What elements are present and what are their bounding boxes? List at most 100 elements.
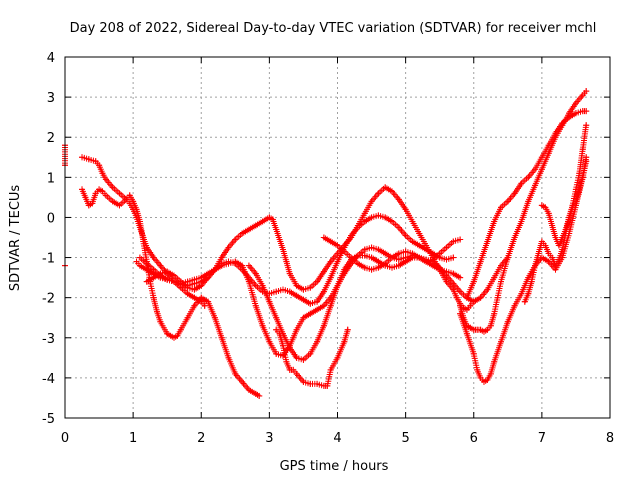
data-point bbox=[470, 298, 477, 305]
data-point bbox=[491, 310, 498, 317]
data-point bbox=[324, 382, 331, 389]
data-point bbox=[566, 114, 573, 121]
data-point bbox=[521, 298, 528, 305]
data-point bbox=[191, 302, 198, 309]
data-point bbox=[443, 244, 450, 251]
data-point bbox=[334, 282, 341, 289]
data-point bbox=[293, 292, 300, 299]
data-point bbox=[286, 344, 293, 351]
data-point bbox=[375, 258, 382, 265]
data-point bbox=[116, 202, 123, 209]
data-point bbox=[136, 254, 143, 261]
series-plus-markers bbox=[521, 122, 590, 305]
data-point bbox=[361, 246, 368, 253]
data-point bbox=[552, 234, 559, 241]
data-point bbox=[549, 222, 556, 229]
series-6-markers bbox=[136, 244, 464, 359]
data-point bbox=[484, 238, 491, 245]
data-point bbox=[416, 254, 423, 261]
data-point bbox=[477, 258, 484, 265]
data-point bbox=[293, 370, 300, 377]
data-point bbox=[273, 288, 280, 295]
data-point bbox=[109, 198, 116, 205]
data-point bbox=[300, 296, 307, 303]
data-point bbox=[136, 262, 143, 269]
data-point bbox=[177, 326, 184, 333]
data-point bbox=[286, 288, 293, 295]
data-point bbox=[389, 218, 395, 225]
data-point bbox=[535, 250, 542, 257]
data-point bbox=[504, 254, 511, 261]
data-point bbox=[562, 226, 569, 233]
data-point bbox=[480, 328, 487, 335]
data-point bbox=[572, 100, 579, 107]
data-point bbox=[389, 254, 395, 261]
data-point bbox=[487, 322, 494, 329]
data-point bbox=[320, 268, 327, 275]
data-point bbox=[280, 246, 286, 253]
data-point bbox=[259, 282, 266, 289]
data-point bbox=[85, 202, 92, 209]
data-point bbox=[320, 302, 327, 309]
data-point bbox=[269, 216, 276, 223]
data-point bbox=[136, 218, 143, 225]
y-tick-label: -2 bbox=[42, 292, 55, 307]
data-point bbox=[491, 218, 498, 225]
data-point bbox=[511, 190, 518, 197]
data-point bbox=[375, 190, 382, 197]
data-point bbox=[463, 294, 470, 301]
data-point bbox=[344, 326, 351, 333]
y-tick-label: -1 bbox=[42, 252, 55, 267]
data-point bbox=[457, 288, 464, 295]
data-point bbox=[164, 276, 171, 283]
data-point bbox=[395, 196, 402, 203]
data-point bbox=[133, 206, 140, 213]
data-point bbox=[498, 262, 504, 269]
series-15-markers bbox=[538, 154, 590, 249]
data-point bbox=[82, 194, 89, 201]
data-point bbox=[280, 342, 286, 349]
x-tick-label: 0 bbox=[61, 431, 69, 446]
data-point bbox=[477, 326, 484, 333]
data-point bbox=[569, 204, 576, 211]
data-point bbox=[494, 294, 501, 301]
data-point bbox=[89, 200, 96, 207]
data-point bbox=[409, 218, 416, 225]
data-point bbox=[327, 366, 334, 373]
data-point bbox=[518, 218, 525, 225]
x-tick-label: 8 bbox=[606, 431, 614, 446]
data-point bbox=[450, 254, 457, 261]
data-point bbox=[389, 188, 395, 195]
data-point bbox=[273, 350, 280, 357]
data-point bbox=[293, 354, 300, 361]
data-point bbox=[436, 264, 443, 271]
data-point bbox=[102, 192, 109, 199]
data-point bbox=[368, 254, 375, 261]
data-point bbox=[300, 378, 307, 385]
data-point bbox=[354, 260, 361, 267]
data-point bbox=[102, 176, 109, 183]
data-point bbox=[484, 286, 491, 293]
data-point bbox=[477, 374, 484, 381]
data-point bbox=[150, 274, 157, 281]
data-point bbox=[348, 254, 355, 261]
data-point bbox=[552, 262, 559, 269]
data-point bbox=[484, 376, 491, 383]
data-point bbox=[205, 298, 212, 305]
data-point bbox=[164, 330, 171, 337]
axis-ticks: 0 1 2 3 4 5 6 7 8 -5 -4 -3 -2 -1 0 1 2 3 4 bbox=[42, 51, 614, 446]
data-point bbox=[314, 380, 321, 387]
data-point bbox=[300, 286, 307, 293]
data-point bbox=[225, 258, 232, 265]
data-point bbox=[239, 378, 246, 385]
data-point bbox=[532, 182, 539, 189]
data-point bbox=[487, 370, 494, 377]
data-point bbox=[409, 250, 416, 257]
data-point bbox=[416, 242, 423, 249]
data-point bbox=[153, 308, 160, 315]
data-point bbox=[429, 250, 436, 257]
data-point bbox=[382, 184, 389, 191]
data-point bbox=[307, 300, 314, 307]
data-point bbox=[477, 294, 484, 301]
data-point bbox=[463, 306, 470, 313]
